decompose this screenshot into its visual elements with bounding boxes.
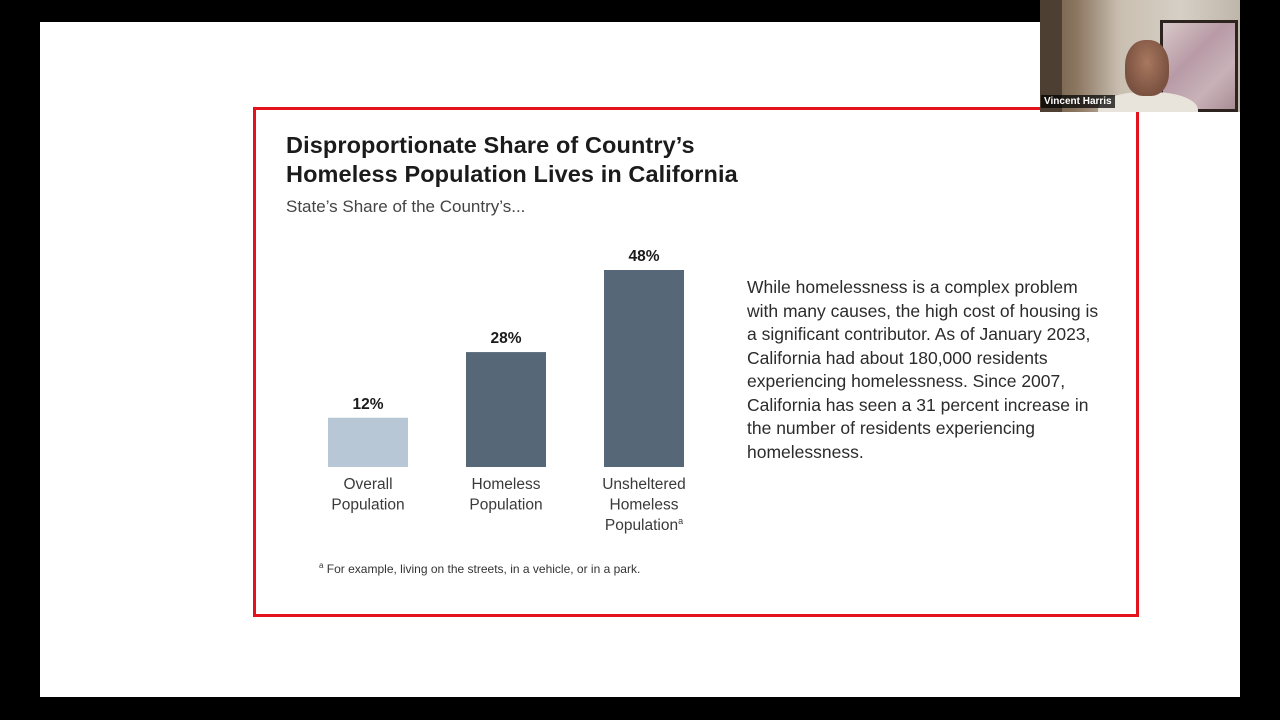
footnote-text: For example, living on the streets, in a…	[326, 562, 641, 576]
category-label-3-line-3: Populationa	[605, 516, 683, 534]
participant-name-tag: Vincent Harris	[1041, 95, 1115, 108]
bar-value-label-3: 48%	[628, 248, 659, 265]
bar-3	[604, 270, 684, 467]
slide-title-line-2: Homeless Population Lives in California	[286, 161, 738, 187]
participant-video-tile[interactable]: Vincent Harris	[1040, 0, 1240, 112]
bar-2	[466, 352, 546, 467]
slide-title-line-1: Disproportionate Share of Country’s	[286, 132, 695, 158]
bar-value-label-2: 28%	[490, 330, 521, 347]
body-paragraph: While homelessness is a complex problem …	[747, 277, 1099, 462]
footnote: a For example, living on the streets, in…	[319, 561, 640, 576]
slide-subtitle: State’s Share of the Country’s...	[286, 197, 526, 216]
bar-chart: 12% Overall Population 28% Homeless Populatio…	[328, 248, 686, 534]
bar-value-label-1: 12%	[352, 396, 383, 413]
category-label-3-line-2: Homeless	[610, 497, 679, 514]
category-label-2-line-1: Homeless	[472, 476, 541, 493]
footnote-marker: a	[319, 561, 324, 570]
background-door	[1040, 0, 1062, 112]
category-superscript-3: a	[678, 516, 683, 526]
category-label-1-line-1: Overall	[343, 476, 392, 493]
category-label-2-line-2: Population	[469, 497, 542, 514]
shared-screen: Disproportionate Share of Country’s Home…	[40, 22, 1240, 697]
category-label-1-line-2: Population	[331, 497, 404, 514]
participant-head	[1125, 40, 1169, 96]
category-label-3-line-1: Unsheltered	[602, 476, 686, 493]
slide-card: Disproportionate Share of Country’s Home…	[253, 107, 1139, 617]
participant-shoulders	[1098, 92, 1198, 112]
slide-title: Disproportionate Share of Country’s Home…	[286, 131, 906, 189]
bar-1	[328, 417, 408, 467]
